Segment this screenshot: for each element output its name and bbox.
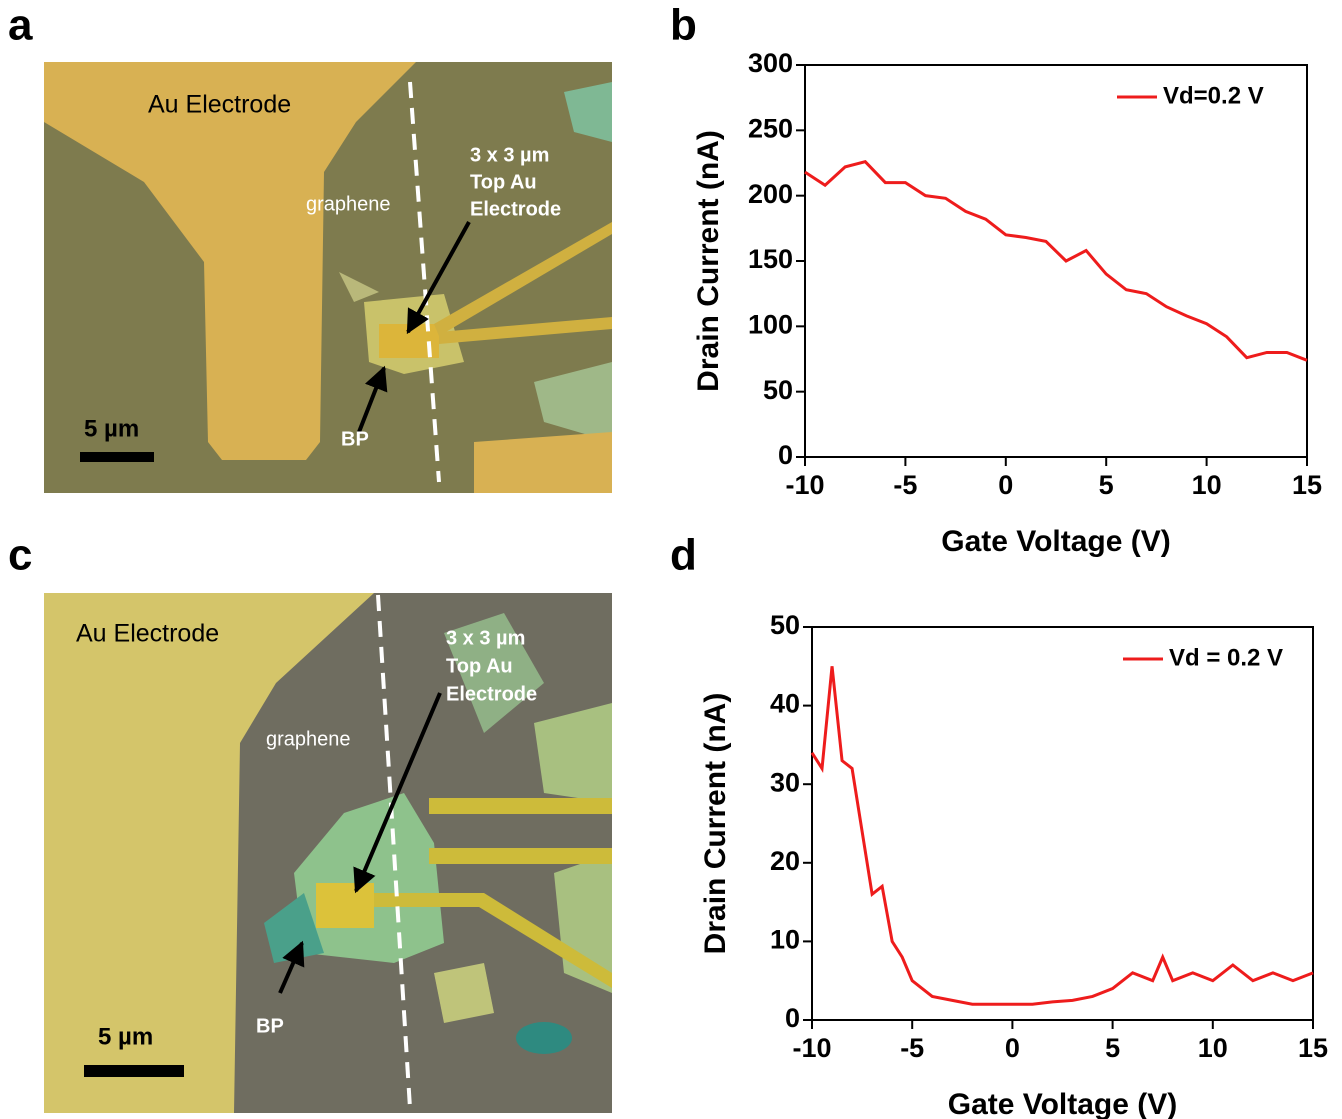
legend-label: Vd = 0.2 V xyxy=(1169,644,1283,671)
x-tick-label: 0 xyxy=(1005,1033,1020,1063)
label: Electrode xyxy=(446,683,537,705)
scale-label: 5 µm xyxy=(84,415,139,442)
x-axis-label: Gate Voltage (V) xyxy=(948,1088,1177,1119)
x-tick-label: 15 xyxy=(1298,1033,1328,1063)
label: Top Au xyxy=(470,171,537,193)
scale-label: 5 µm xyxy=(98,1023,153,1050)
label: Electrode xyxy=(470,198,561,220)
label: BP xyxy=(256,1015,284,1037)
x-tick-label: 10 xyxy=(1198,1033,1228,1063)
y-tick-label: 0 xyxy=(785,1003,800,1033)
y-tick-label: 100 xyxy=(748,309,793,339)
label: graphene xyxy=(266,728,351,750)
y-tick-label: 50 xyxy=(763,375,793,405)
panel-label: c xyxy=(8,531,32,580)
label: Au Electrode xyxy=(76,620,219,648)
label: Top Au xyxy=(446,655,513,677)
y-tick-label: 20 xyxy=(770,846,800,876)
y-tick-label: 300 xyxy=(748,48,793,78)
x-tick-label: 10 xyxy=(1192,470,1222,500)
x-tick-label: -5 xyxy=(893,470,917,500)
y-tick-label: 10 xyxy=(770,925,800,955)
y-tick-label: 30 xyxy=(770,767,800,797)
label: 3 x 3 µm xyxy=(470,144,549,166)
x-tick-label: -10 xyxy=(785,470,824,500)
micrograph: Au Electrode graphene 3 x 3 µm Top Au El… xyxy=(44,593,612,1113)
x-tick-label: 15 xyxy=(1292,470,1322,500)
y-axis-label: Drain Current (nA) xyxy=(699,693,732,955)
micrograph: Au Electrode graphene 3 x 3 µm Top Au El… xyxy=(44,62,612,493)
panel-label: b xyxy=(670,1,697,50)
y-tick-label: 0 xyxy=(778,440,793,470)
plot-frame xyxy=(811,626,1314,1021)
y-tick-label: 50 xyxy=(770,610,800,640)
y-tick-label: 150 xyxy=(748,244,793,274)
panel-label: d xyxy=(670,531,697,580)
plot-frame xyxy=(804,64,1308,458)
data-line xyxy=(810,666,1314,1006)
y-tick-label: 40 xyxy=(770,689,800,719)
data-line xyxy=(804,160,1308,362)
label: 3 x 3 µm xyxy=(446,627,525,649)
x-tick-label: -10 xyxy=(792,1033,831,1063)
label: Au Electrode xyxy=(148,91,291,119)
x-tick-label: 5 xyxy=(1105,1033,1120,1063)
panel-label: a xyxy=(8,1,33,50)
y-tick-label: 200 xyxy=(748,179,793,209)
x-tick-label: 5 xyxy=(1099,470,1114,500)
legend-label: Vd=0.2 V xyxy=(1163,82,1264,109)
label: BP xyxy=(341,428,369,450)
x-axis-label: Gate Voltage (V) xyxy=(941,525,1170,558)
x-tick-label: -5 xyxy=(900,1033,924,1063)
y-axis-label: Drain Current (nA) xyxy=(692,130,725,392)
x-tick-label: 0 xyxy=(998,470,1013,500)
y-tick-label: 250 xyxy=(748,113,793,143)
label: graphene xyxy=(306,193,391,215)
